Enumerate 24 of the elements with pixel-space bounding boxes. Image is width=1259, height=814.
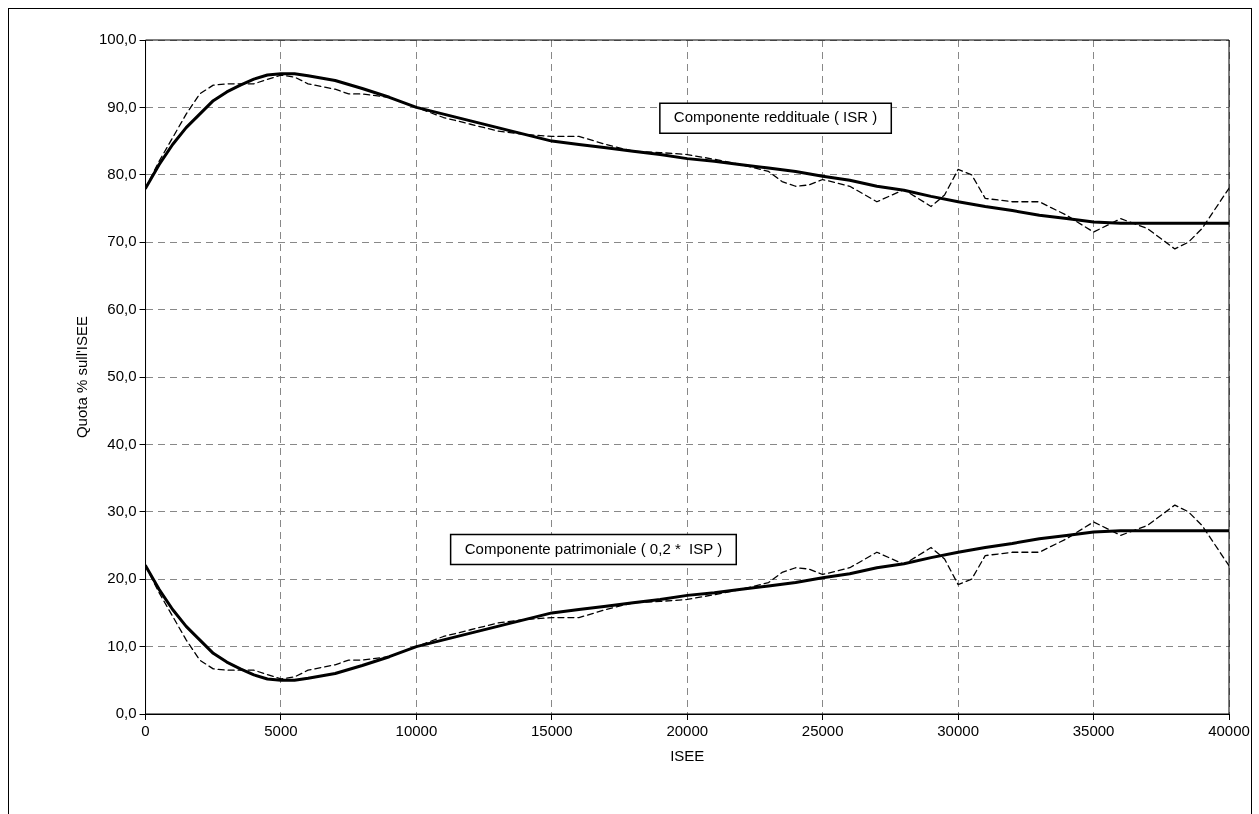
y-tick-label: 50,0 <box>107 367 137 385</box>
x-tick-label: 40000 <box>1208 722 1250 740</box>
x-tick-label: 20000 <box>666 722 709 740</box>
y-tick-label: 10,0 <box>107 636 137 654</box>
y-tick-label: 20,0 <box>107 569 137 587</box>
x-tick-label: 30000 <box>937 722 979 740</box>
x-tick-label: 35000 <box>1072 722 1115 740</box>
y-tick-label: 80,0 <box>107 164 137 182</box>
x-tick-label: 0 <box>141 722 150 740</box>
y-tick-label: 100,0 <box>98 30 137 48</box>
annotation: Componente reddituale ( ISR ) <box>673 108 878 126</box>
y-tick-label: 60,0 <box>107 299 137 317</box>
x-axis-title: ISEE <box>670 747 705 765</box>
y-tick-label: 40,0 <box>107 434 137 452</box>
x-tick-label: 10000 <box>395 722 438 740</box>
y-tick-label: 30,0 <box>107 501 137 519</box>
y-tick-label: 70,0 <box>107 232 137 250</box>
x-tick-label: 15000 <box>530 722 573 740</box>
y-tick-label: 0,0 <box>115 704 137 722</box>
y-axis-title: Quota % sull'ISEE <box>73 315 91 439</box>
annotation: Componente patrimoniale ( 0,2 * ISP ) <box>464 539 723 557</box>
x-tick-label: 25000 <box>801 722 844 740</box>
y-tick-label: 90,0 <box>107 97 137 115</box>
x-tick-label: 5000 <box>264 722 298 740</box>
